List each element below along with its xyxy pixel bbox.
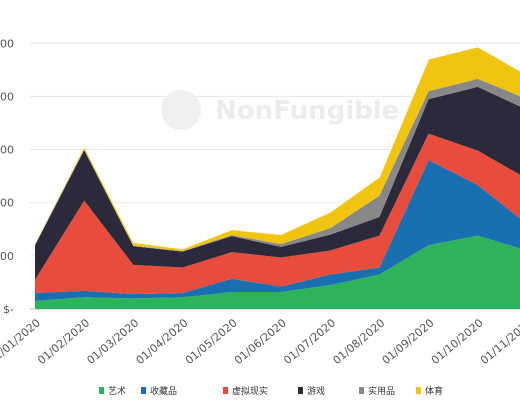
x-tick-label: 01/06/2020 (232, 316, 289, 367)
x-tick-label: 01/02/2020 (35, 316, 92, 367)
legend-label: 虚拟现实 (232, 385, 268, 397)
legend-label: 体育 (425, 385, 443, 397)
top-edge-line (34, 46, 520, 250)
legend-label: 收藏品 (150, 385, 177, 397)
series-area (35, 235, 520, 309)
legend-swatch (141, 387, 146, 394)
x-tick-label: 01/07/2020 (281, 316, 338, 367)
legend-item: 体育 (416, 385, 443, 397)
x-tick-label: 01/09/2020 (380, 316, 437, 367)
watermark-text: NonFungible (215, 96, 399, 126)
legend-item: 游戏 (298, 385, 325, 397)
x-tick-label: 01/03/2020 (84, 316, 141, 367)
x-tick-label: 01/08/2020 (330, 316, 387, 367)
legend-swatch (223, 387, 228, 394)
legend-item: 虚拟现实 (223, 385, 268, 397)
series-area (35, 160, 520, 302)
y-tick-labels: $- 000 000 000 000 000 (0, 37, 14, 316)
series-area (35, 86, 520, 280)
x-tick-label: 01/10/2020 (429, 316, 486, 367)
legend-item: 实用品 (359, 385, 395, 397)
y-tick-label: $- (3, 303, 14, 316)
y-tick-label: 000 (0, 37, 14, 50)
legend-swatch (298, 387, 303, 394)
y-tick-label: 000 (0, 90, 14, 103)
y-tick-label: 000 (0, 144, 14, 157)
watermark: NonFungible (161, 90, 399, 130)
legend-label: 艺术 (108, 385, 126, 397)
legend-label: 实用品 (368, 385, 395, 397)
legend-label: 游戏 (307, 385, 325, 397)
x-tick-label: 01/11/2020 (478, 316, 520, 367)
watermark-logo-icon (161, 90, 201, 130)
legend: 艺术 收藏品 虚拟现实 游戏 实用品 体育 (99, 385, 443, 397)
legend-swatch (359, 387, 364, 394)
y-tick-label: 000 (0, 250, 14, 263)
legend-swatch (416, 387, 421, 394)
legend-swatch (99, 387, 104, 394)
x-tick-label: 01/04/2020 (134, 316, 191, 367)
legend-item: 收藏品 (141, 385, 177, 397)
x-tick-labels: 01/01/202001/02/202001/03/202001/04/2020… (0, 316, 520, 367)
x-tick-label: 01/05/2020 (183, 316, 240, 367)
series-areas (34, 46, 520, 309)
legend-item: 艺术 (99, 385, 126, 397)
y-tick-label: 000 (0, 197, 14, 210)
series-area (35, 46, 520, 252)
series-area (35, 133, 520, 295)
